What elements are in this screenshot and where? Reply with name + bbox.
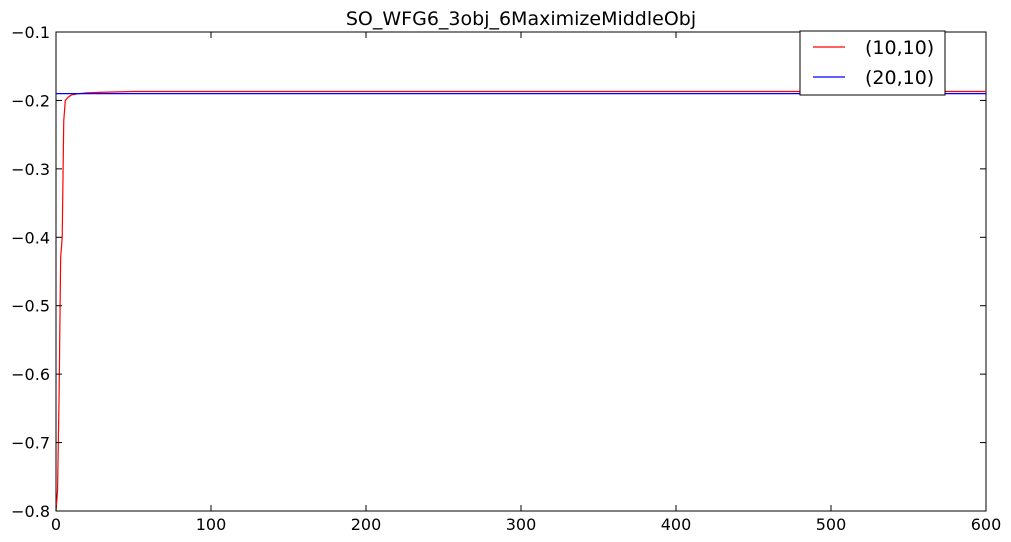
x-tick-label: 300: [506, 515, 537, 534]
legend-box: [799, 30, 946, 96]
x-tick-label: 0: [51, 515, 61, 534]
y-tick-label: −0.7: [11, 434, 50, 453]
x-tick-label: 100: [196, 515, 227, 534]
x-tick-label: 400: [661, 515, 692, 534]
x-tick-label: 500: [816, 515, 847, 534]
x-tick-label: 200: [351, 515, 382, 534]
y-tick-label: −0.3: [11, 160, 50, 179]
legend-label-1: (20,10): [865, 67, 934, 89]
legend: (10,10) (20,10): [799, 30, 946, 96]
y-tick-label: −0.6: [11, 365, 50, 384]
y-tick-label: −0.1: [11, 23, 50, 42]
chart-title: SO_WFG6_3obj_6MaximizeMiddleObj: [346, 8, 696, 30]
plot-area-frame: [55, 31, 987, 512]
y-tick-label: −0.5: [11, 297, 50, 316]
y-tick-label: −0.4: [11, 228, 50, 247]
axis-ticks: 0 100 200 300 400 500 600 −0.1 −0.2 −0.3 −0.4 −0.5 −…: [11, 23, 1001, 534]
legend-label-0: (10,10): [865, 37, 934, 59]
x-tick-label: 600: [971, 515, 1002, 534]
y-tick-label: −0.8: [11, 502, 50, 521]
y-tick-label: −0.2: [11, 91, 50, 110]
series-layer: [55, 90, 986, 512]
